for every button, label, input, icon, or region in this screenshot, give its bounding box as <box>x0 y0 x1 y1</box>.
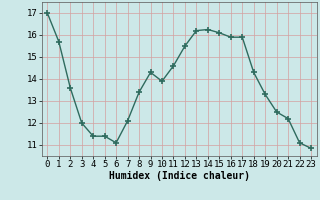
X-axis label: Humidex (Indice chaleur): Humidex (Indice chaleur) <box>109 171 250 181</box>
